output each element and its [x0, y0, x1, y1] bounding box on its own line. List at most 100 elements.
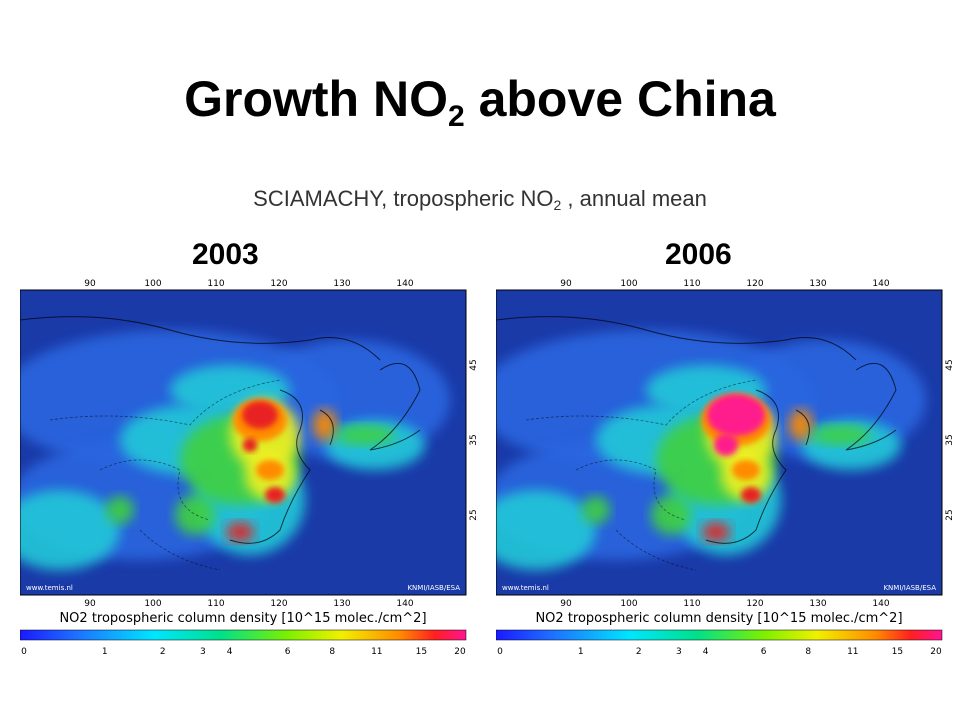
credit-right: KNMI/IASB/ESA: [407, 584, 460, 592]
lon-tick-top: 140: [396, 279, 413, 289]
no2-hotspot: [741, 487, 761, 503]
no2-field: [496, 290, 942, 595]
no2-field-patch: [226, 522, 254, 542]
no2-hotspot: [732, 460, 760, 480]
colorbar: [20, 629, 467, 641]
no2-hotspot: [265, 487, 285, 503]
slide-subtitle: SCIAMACHY, tropospheric NO2 , annual mea…: [0, 186, 960, 213]
no2-hotspot: [256, 460, 284, 480]
lon-tick-top: 120: [746, 279, 763, 289]
credit-left: www.temis.nl: [502, 584, 549, 592]
title-subscript: 2: [448, 100, 465, 133]
colorbar-label: 0: [497, 647, 503, 657]
colorbar-label: 15: [416, 647, 427, 657]
colorbar-label: 8: [329, 647, 335, 657]
no2-field: [20, 290, 466, 595]
lon-tick-top: 100: [620, 279, 637, 289]
colorbar-caption: NO2 tropospheric column density [10^15 m…: [535, 611, 902, 626]
lon-tick-bottom: 140: [872, 599, 889, 609]
map-svg: 9090100100110110120120130130140140454535…: [496, 279, 955, 657]
colorbar-label: 6: [761, 647, 767, 657]
lon-tick-bottom: 110: [683, 599, 700, 609]
no2-map-panel-2006: 9090100100110110120120130130140140454535…: [496, 270, 956, 660]
no2-hotspot: [242, 438, 258, 452]
colorbar-caption: NO2 tropospheric column density [10^15 m…: [59, 611, 426, 626]
coastline: [20, 316, 421, 544]
lon-tick-top: 110: [683, 279, 700, 289]
subtitle-subscript: 2: [553, 197, 562, 213]
lon-tick-top: 90: [84, 279, 96, 289]
lon-tick-top: 100: [144, 279, 161, 289]
coastline: [496, 316, 897, 544]
map-frame: [496, 289, 943, 596]
credit-left: www.temis.nl: [26, 584, 73, 592]
no2-field-patch: [496, 490, 596, 570]
colorbar-label: 20: [930, 647, 942, 657]
lon-tick-top: 130: [333, 279, 350, 289]
colorbar-label: 6: [285, 647, 291, 657]
colorbar-label: 4: [703, 647, 709, 657]
lat-tick-right: 25: [469, 509, 479, 520]
lon-tick-bottom: 90: [560, 599, 572, 609]
subtitle-rest: , annual mean: [561, 186, 707, 211]
colorbar: [496, 629, 943, 641]
lon-tick-bottom: 140: [396, 599, 413, 609]
slide-title: Growth NO2 above China: [0, 70, 960, 134]
lat-tick-right: 25: [945, 509, 955, 520]
lon-tick-bottom: 130: [809, 599, 826, 609]
no2-field-patch: [811, 425, 871, 445]
no2-field-patch: [106, 496, 134, 524]
title-rest: above China: [464, 71, 776, 127]
lon-tick-bottom: 110: [207, 599, 224, 609]
year-label-2006: 2006: [665, 238, 732, 271]
no2-field-patch: [175, 495, 215, 535]
no2-field-patch: [20, 490, 120, 570]
no2-field-patch: [651, 495, 691, 535]
lon-tick-bottom: 120: [270, 599, 287, 609]
colorbar-label: 20: [454, 647, 466, 657]
lon-tick-top: 90: [560, 279, 572, 289]
colorbar-label: 3: [200, 647, 206, 657]
lon-tick-bottom: 90: [84, 599, 96, 609]
lon-tick-top: 120: [270, 279, 287, 289]
colorbar-label: 8: [805, 647, 811, 657]
no2-field-patch: [582, 496, 610, 524]
no2-hotspot: [714, 434, 738, 456]
colorbar-label: 1: [578, 647, 584, 657]
lon-tick-top: 130: [809, 279, 826, 289]
colorbar-label: 0: [21, 647, 27, 657]
no2-map-panel-2003: 9090100100110110120120130130140140454535…: [20, 270, 480, 660]
no2-field-patch: [702, 522, 730, 542]
lat-tick-right: 45: [469, 359, 479, 370]
no2-hotspot: [242, 401, 278, 429]
no2-field-patch: [335, 425, 395, 445]
colorbar-label: 11: [847, 647, 858, 657]
no2-hotspot: [707, 394, 765, 436]
lat-tick-right: 35: [469, 434, 479, 445]
colorbar-label: 3: [676, 647, 682, 657]
map-frame: [20, 289, 467, 596]
lon-tick-top: 110: [207, 279, 224, 289]
subtitle-main: SCIAMACHY, tropospheric NO: [253, 186, 554, 211]
colorbar-label: 2: [636, 647, 642, 657]
title-main: Growth NO: [184, 71, 448, 127]
lon-tick-top: 140: [872, 279, 889, 289]
country-borders: [49, 379, 281, 571]
lon-tick-bottom: 100: [144, 599, 161, 609]
lon-tick-bottom: 100: [620, 599, 637, 609]
colorbar-label: 1: [102, 647, 108, 657]
colorbar-label: 11: [371, 647, 382, 657]
colorbar-label: 4: [227, 647, 233, 657]
no2-field-patch: [789, 409, 813, 441]
no2-field-patch: [313, 409, 337, 441]
lon-tick-bottom: 130: [333, 599, 350, 609]
credit-right: KNMI/IASB/ESA: [883, 584, 936, 592]
colorbar-label: 2: [160, 647, 166, 657]
year-label-2003: 2003: [192, 238, 259, 271]
country-borders: [525, 379, 757, 571]
map-svg: 9090100100110110120120130130140140454535…: [20, 279, 479, 657]
lon-tick-bottom: 120: [746, 599, 763, 609]
lat-tick-right: 35: [945, 434, 955, 445]
colorbar-label: 15: [892, 647, 903, 657]
lat-tick-right: 45: [945, 359, 955, 370]
